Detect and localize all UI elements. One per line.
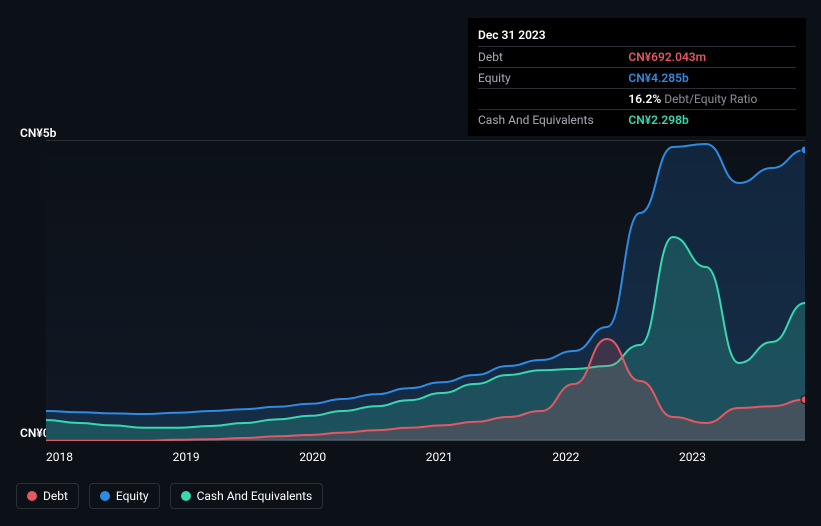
legend-item-debt[interactable]: Debt (16, 483, 79, 509)
x-axis-label: 2022 (552, 450, 678, 470)
y-axis-top: CN¥5b (20, 126, 56, 140)
tooltip-equity-value: CN¥4.285b (628, 68, 796, 89)
tooltip-ratio-label: Debt/Equity Ratio (664, 92, 757, 106)
x-axis-label: 2023 (679, 450, 805, 470)
legend-label-debt: Debt (43, 489, 68, 503)
x-axis-label: 2020 (299, 450, 425, 470)
x-axis-label: 2019 (173, 450, 299, 470)
legend-item-cash[interactable]: Cash And Equivalents (170, 483, 324, 509)
x-axis-label: 2018 (46, 450, 172, 470)
x-axis-label: 2021 (426, 450, 552, 470)
legend-swatch-cash (181, 491, 191, 501)
legend: Debt Equity Cash And Equivalents (16, 483, 323, 509)
legend-item-equity[interactable]: Equity (89, 483, 160, 509)
tooltip-equity-label: Equity (478, 68, 628, 89)
tooltip-debt-value: CN¥692.043m (628, 47, 796, 68)
legend-label-cash: Cash And Equivalents (197, 489, 313, 503)
tooltip-ratio-value: 16.2% (628, 92, 661, 106)
legend-swatch-equity (100, 491, 110, 501)
tooltip-table: Debt CN¥692.043m Equity CN¥4.285b 16.2% … (478, 46, 796, 130)
legend-swatch-debt (27, 491, 37, 501)
legend-label-equity: Equity (116, 489, 149, 503)
x-axis: 201820192020202120222023 (46, 450, 805, 470)
tooltip-ratio-cell: 16.2% Debt/Equity Ratio (628, 89, 796, 110)
tooltip-debt-label: Debt (478, 47, 628, 68)
tooltip-panel: Dec 31 2023 Debt CN¥692.043m Equity CN¥4… (468, 18, 806, 136)
plot-area[interactable] (46, 140, 805, 440)
chart-container: CN¥5b CN¥0 201820192020202120222023 (0, 120, 821, 470)
tooltip-ratio-spacer (478, 89, 628, 110)
tooltip-date: Dec 31 2023 (478, 24, 796, 46)
